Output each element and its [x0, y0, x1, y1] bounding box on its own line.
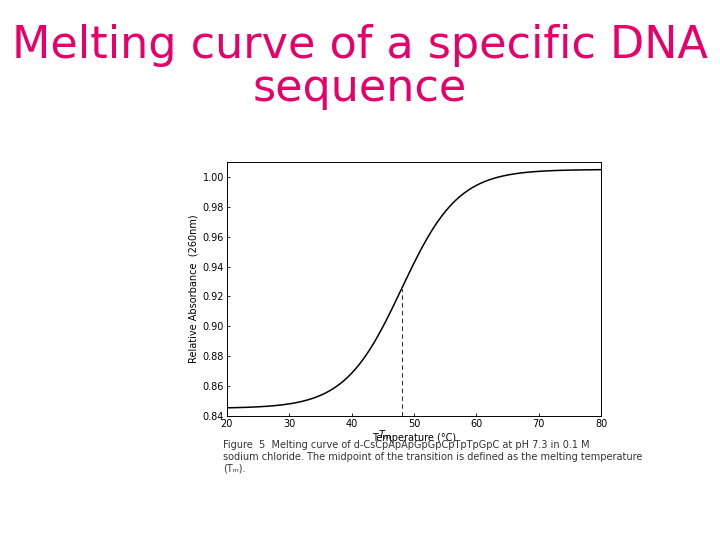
X-axis label: Temperature (°C): Temperature (°C) [372, 433, 456, 443]
Text: sequence: sequence [253, 68, 467, 111]
Text: $T_m$: $T_m$ [378, 428, 392, 442]
Text: Figure  5  Melting curve of d-CsCpApApGpGpCpTpTpGpC at pH 7.3 in 0.1 M
sodium ch: Figure 5 Melting curve of d-CsCpApApGpGp… [223, 440, 642, 473]
Text: Melting curve of a specific DNA: Melting curve of a specific DNA [12, 24, 708, 68]
Y-axis label: Relative Absorbance  (260nm): Relative Absorbance (260nm) [189, 214, 198, 363]
